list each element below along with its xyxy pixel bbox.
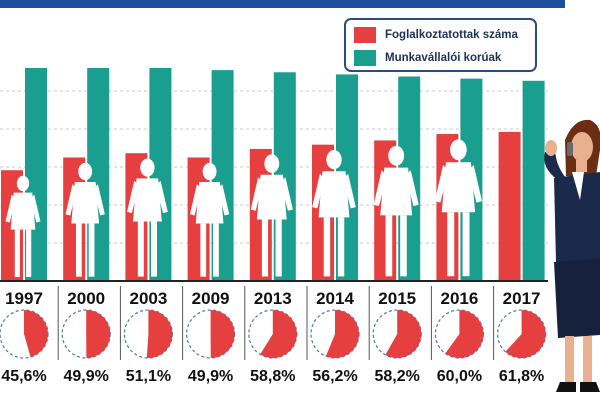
woman-silhouette-icon — [250, 154, 293, 277]
year-label: 2014 — [316, 289, 354, 308]
bar-employed — [498, 131, 521, 281]
year-label: 2000 — [67, 289, 105, 308]
year-label: 2013 — [254, 289, 292, 308]
legend-label-employed: Foglalkoztatottak száma — [385, 29, 518, 41]
woman-silhouette-icon — [5, 175, 41, 277]
percent-label: 60,0% — [437, 368, 482, 385]
year-label: 2009 — [192, 289, 230, 308]
percent-label: 61,8% — [499, 368, 544, 385]
woman-silhouette-icon — [373, 145, 419, 277]
year-label: 2003 — [129, 289, 167, 308]
legend-item-employed: Foglalkoztatottak száma — [354, 25, 518, 45]
legend-swatch-working-age — [354, 50, 376, 66]
legend-swatch-employed — [354, 27, 376, 43]
bar-working-age — [522, 80, 545, 281]
pie-slice — [210, 310, 235, 358]
woman-silhouette-icon — [312, 150, 356, 277]
percent-label: 58,2% — [375, 368, 420, 385]
woman-silhouette-icon — [65, 162, 105, 277]
year-label: 2016 — [440, 289, 478, 308]
percent-label: 45,6% — [1, 368, 46, 385]
pie-group — [0, 309, 547, 359]
percent-label: 49,9% — [64, 368, 109, 385]
header-bar — [0, 0, 565, 8]
pie-slice — [505, 310, 546, 358]
pie-slice — [325, 310, 360, 358]
year-label: 2015 — [378, 289, 416, 308]
woman-silhouette-icon — [189, 162, 230, 277]
pie-slice — [445, 310, 484, 358]
percent-label: 58,8% — [250, 368, 295, 385]
percent-labels: 45,6% 49,9% 51,1% 49,9% 58,8% 56,2% 58,2% 60,0%… — [1, 368, 544, 385]
year-label: 1997 — [5, 289, 43, 308]
percent-label: 56,2% — [312, 368, 357, 385]
pie-slice — [24, 310, 48, 358]
woman-silhouette-icon — [127, 158, 168, 277]
percent-label: 49,9% — [188, 368, 233, 385]
pie-slice — [86, 310, 111, 358]
legend-item-working-age: Munkavállalói korúak — [354, 48, 501, 68]
pie-slice — [146, 309, 173, 358]
percent-label: 51,1% — [126, 368, 171, 385]
woman-silhouette-icon — [434, 139, 483, 277]
businesswoman-on-phone-icon — [544, 119, 600, 392]
legend: Foglalkoztatottak száma Munkavállalói ko… — [344, 18, 537, 72]
pie-slice — [385, 310, 422, 358]
silhouette-group — [5, 139, 483, 277]
pie-slice — [260, 310, 297, 358]
year-label: 2017 — [503, 289, 541, 308]
legend-label-working-age: Munkavállalói korúak — [385, 52, 502, 64]
year-labels: 1997 2000 2003 2009 2013 2014 2015 2016 2017 — [5, 286, 541, 360]
